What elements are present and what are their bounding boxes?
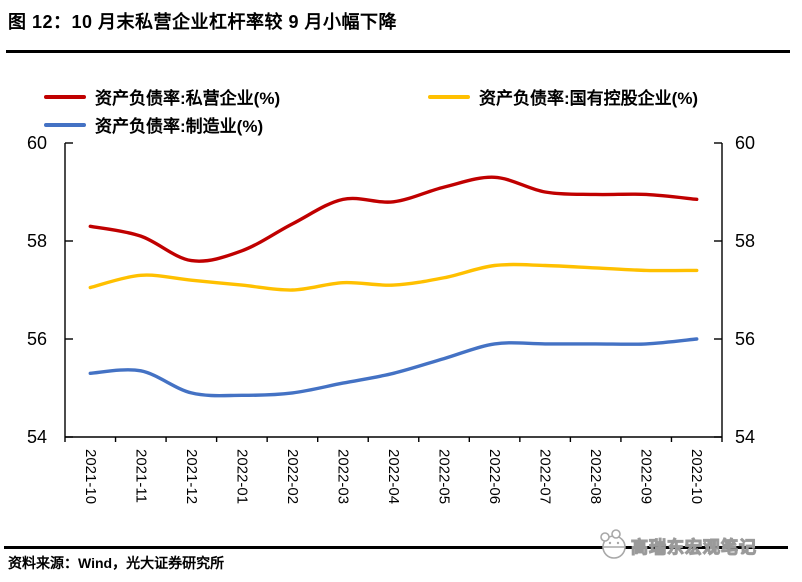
- y-axis-tick-label-right: 56: [735, 329, 755, 349]
- x-axis-tick-label: 2022-10: [688, 449, 705, 504]
- x-axis-tick-label: 2022-09: [638, 449, 655, 504]
- legend-label: 资产负债率:制造业(%): [95, 117, 264, 136]
- watermark-text: 高瑞东宏观笔记: [630, 537, 757, 557]
- x-axis-tick-label: 2022-04: [385, 449, 402, 504]
- series-line-0: [88, 175, 699, 263]
- footer-divider: [4, 546, 788, 549]
- watermark-logo-icon: [600, 529, 626, 559]
- x-axis-tick-label: 2021-11: [132, 449, 149, 503]
- x-axis-tick-label: 2021-12: [183, 449, 200, 504]
- y-axis-tick-label-right: 60: [735, 133, 755, 153]
- legend-item-private-enterprise: 资产负债率:私营企业(%): [44, 84, 280, 109]
- legend-label: 资产负债率:国有控股企业(%): [479, 89, 699, 108]
- figure-title: 图 12：10 月末私营企业杠杆率较 9 月小幅下降: [8, 12, 398, 32]
- x-axis-tick-label: 2022-08: [587, 449, 604, 504]
- data-source: 资料来源：Wind，光大证券研究所: [8, 555, 225, 571]
- y-axis-tick-label-right: 58: [735, 231, 755, 251]
- legend-swatch-yellow: [428, 94, 470, 99]
- y-axis-tick-label-left: 58: [27, 231, 47, 251]
- legend-item-state-owned: 资产负债率:国有控股企业(%): [428, 84, 698, 109]
- y-axis-tick-label-left: 54: [27, 427, 47, 447]
- legend-label: 资产负债率:私营企业(%): [95, 89, 281, 108]
- x-axis-tick-label: 2021-10: [82, 449, 99, 504]
- series-line-2: [88, 337, 699, 398]
- legend-item-manufacturing: 资产负债率:制造业(%): [44, 112, 263, 137]
- watermark: 高瑞东宏观笔记: [597, 528, 757, 562]
- x-axis-tick-label: 2022-02: [284, 449, 301, 504]
- y-axis-tick-label-left: 56: [27, 329, 47, 349]
- legend-swatch-blue: [44, 122, 86, 127]
- y-axis-tick-label-left: 60: [27, 133, 47, 153]
- x-axis-tick-label: 2022-05: [436, 449, 453, 504]
- x-axis-tick-label: 2022-01: [233, 449, 250, 504]
- legend-swatch-red: [44, 94, 86, 99]
- title-divider: [6, 50, 790, 53]
- y-axis-tick-label-right: 54: [735, 427, 755, 447]
- x-axis-tick-label: 2022-03: [334, 449, 351, 504]
- series-line-1: [88, 262, 699, 292]
- x-axis-tick-label: 2022-06: [486, 449, 503, 504]
- x-axis-tick-label: 2022-07: [537, 449, 554, 504]
